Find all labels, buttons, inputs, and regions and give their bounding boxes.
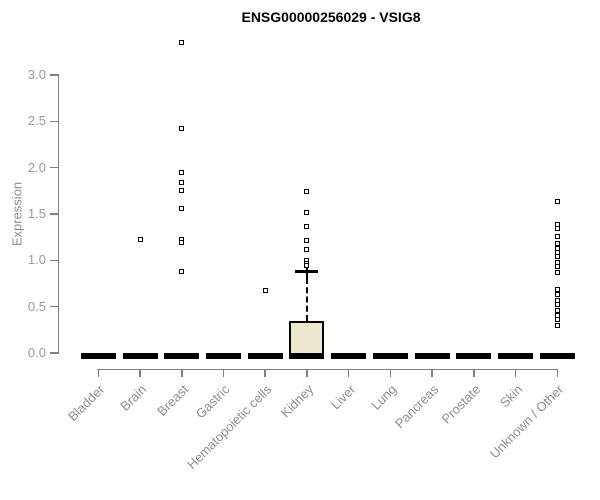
y-tick-label: 3.0 [27,66,46,82]
whisker-cap [295,270,319,273]
y-axis-tick [50,120,59,123]
y-axis-tick [50,352,59,354]
x-axis-tick [181,368,183,377]
outlier-point [554,287,560,293]
outlier-point [554,226,560,232]
outlier-point [554,292,560,298]
y-axis-tick [50,166,59,169]
chart-title: ENSG00000256029 - VSIG8 [241,9,421,25]
outlier-point [179,205,185,211]
y-tick-label: 1.5 [27,205,46,221]
x-axis-tick [97,368,100,377]
outlier-point [179,40,185,46]
whisker-line [305,278,308,321]
outlier-point [554,317,560,323]
outlier-point [554,302,560,308]
outlier-point [304,223,310,229]
outlier-point [179,240,185,246]
x-axis-tick [139,368,141,377]
y-tick-label: 0.5 [27,298,46,314]
outlier-point [554,241,560,247]
x-axis-tick [473,368,475,377]
x-axis-tick [389,368,392,377]
outlier-point [554,264,560,270]
outlier-point [137,237,143,243]
median-bar [205,352,241,359]
y-axis-tick [50,213,59,215]
y-axis-tick [50,74,59,76]
outlier-point [304,189,310,195]
outlier-point [554,221,560,227]
outlier-point [554,297,560,303]
outlier-point [262,288,268,294]
x-tick-label: Kidney [277,381,317,421]
outlier-point [554,259,560,265]
outlier-point [554,322,560,328]
median-bar [247,352,283,359]
outlier-point [179,126,185,132]
median-bar [122,352,158,359]
y-tick-label: 0.0 [27,345,46,360]
outlier-point [179,169,185,175]
x-tick-label: Bladder [65,381,108,424]
median-bar [498,352,534,359]
x-tick-label: Breast [153,381,192,419]
outlier-point [554,233,560,239]
x-axis-tick [514,368,517,377]
outlier-point [554,254,560,260]
y-tick-label: 2.5 [27,113,46,129]
x-tick-label: Unknown / Other [487,381,567,462]
outlier-point [554,245,560,251]
x-tick-label: Brain [117,381,150,414]
outlier-point [554,198,560,204]
x-axis-line [97,368,559,370]
outlier-point [304,246,310,252]
median-bar [414,352,450,359]
y-axis-tick [50,259,59,262]
x-axis-tick [431,368,433,377]
median-bar [456,352,492,359]
x-tick-label: Liver [327,381,358,413]
median-bar [372,352,408,359]
x-tick-label: Skin [496,381,525,411]
outlier-point [179,268,185,274]
median-bar [289,352,325,359]
median-bar [80,352,116,359]
median-bar [539,352,575,359]
y-axis-tick [50,305,59,308]
median-bar [164,352,200,359]
x-axis-tick [264,368,266,377]
y-tick-label: 2.0 [27,159,46,175]
outlier-point [179,179,185,185]
outlier-point [554,312,560,318]
outlier-point [179,188,185,194]
outlier-point [304,238,310,244]
y-tick-label: 1.0 [27,252,46,268]
x-tick-label: Gastric [193,381,233,422]
outlier-point [304,209,310,215]
outlier-point [554,269,560,275]
x-axis-tick [347,368,350,377]
outlier-point [304,263,310,269]
x-axis-tick [556,368,559,377]
x-tick-label: Prostate [438,381,484,427]
x-tick-label: Lung [368,381,400,413]
x-axis-tick [222,368,225,377]
outlier-point [554,307,560,313]
box [289,320,325,355]
x-tick-label: Pancreas [391,381,442,432]
x-axis-tick [306,368,308,377]
median-bar [331,352,367,359]
